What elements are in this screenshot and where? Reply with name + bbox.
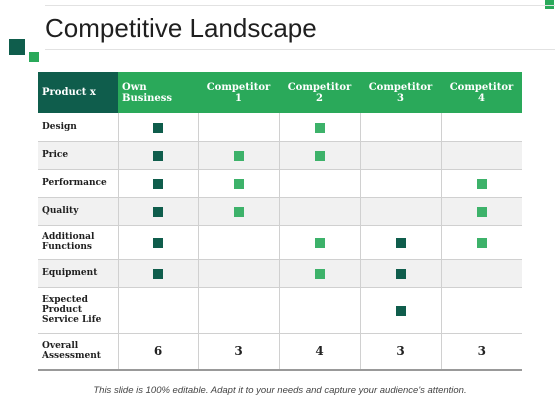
table-cell <box>197 169 279 198</box>
table-cell <box>197 141 279 170</box>
table-cell <box>440 225 522 260</box>
row-label: Expected Product Service Life <box>38 287 118 334</box>
title-rule <box>45 49 555 50</box>
square-mark-light <box>233 179 244 189</box>
page-title: Competitive Landscape <box>45 13 317 43</box>
table-cell <box>359 197 441 226</box>
table-row: Quality <box>38 197 522 226</box>
table-cell <box>440 169 522 198</box>
square-mark-dark <box>153 179 163 189</box>
table-cell <box>117 197 198 226</box>
table-cell <box>117 225 198 260</box>
decor-square-dark <box>9 39 25 55</box>
square-mark-dark <box>395 306 406 316</box>
row-label: Quality <box>38 197 118 226</box>
row-label: Design <box>38 113 118 142</box>
table-cell <box>440 141 522 170</box>
table-cell <box>359 169 441 198</box>
square-mark-dark <box>153 151 163 161</box>
decor-square-corner <box>545 0 554 9</box>
table-cell <box>197 225 279 260</box>
square-mark-light <box>233 207 244 217</box>
table-cell <box>359 287 441 334</box>
square-mark-light <box>314 151 325 161</box>
table-cell <box>359 225 441 260</box>
table-row: Performance <box>38 169 522 198</box>
table-cell <box>197 259 279 288</box>
total-value: 3 <box>197 333 279 371</box>
header-row: Product x Own Business Competitor 1 Comp… <box>38 72 522 113</box>
square-mark-light <box>476 207 487 217</box>
total-value: 4 <box>278 333 360 371</box>
square-mark-light <box>233 151 244 161</box>
table-cell <box>278 141 360 170</box>
table-cell <box>440 287 522 334</box>
table-cell <box>440 113 522 142</box>
comparison-table: Product x Own Business Competitor 1 Comp… <box>38 72 522 371</box>
table-cell <box>197 197 279 226</box>
header-competitor-1: Competitor 1 <box>198 72 279 113</box>
square-mark-dark <box>153 207 163 217</box>
header-competitor-3: Competitor 3 <box>360 72 441 113</box>
table-cell <box>278 259 360 288</box>
square-mark-dark <box>395 269 406 279</box>
table-cell <box>197 287 279 334</box>
header-competitor-2: Competitor 2 <box>279 72 360 113</box>
table-cell <box>278 225 360 260</box>
table-row: Price <box>38 141 522 170</box>
table-cell <box>278 113 360 142</box>
table-cell <box>117 169 198 198</box>
table-row: Design <box>38 113 522 142</box>
square-mark-light <box>314 238 325 248</box>
header-own-business: Own Business <box>118 72 198 113</box>
table-cell <box>117 141 198 170</box>
square-mark-dark <box>153 122 163 133</box>
table-row: Equipment <box>38 259 522 288</box>
table-row: Expected Product Service Life <box>38 287 522 334</box>
footer-note: This slide is 100% editable. Adapt it to… <box>93 385 467 396</box>
total-value: 3 <box>440 333 522 371</box>
table-cell <box>440 197 522 226</box>
table-cell <box>197 113 279 142</box>
decor-square-light <box>29 52 39 62</box>
table-body: Design Price Performance Quality Additional … <box>38 113 522 371</box>
total-value: 3 <box>359 333 441 371</box>
table-cell <box>117 259 198 288</box>
square-mark-light <box>314 122 325 133</box>
table-row: Additional Functions <box>38 225 522 260</box>
square-mark-dark <box>153 238 163 248</box>
row-label: Equipment <box>38 259 118 288</box>
total-value: 6 <box>117 333 198 371</box>
square-mark-light <box>476 238 487 248</box>
table-cell <box>117 287 198 334</box>
table-cell <box>278 197 360 226</box>
row-label: Performance <box>38 169 118 198</box>
header-competitor-4: Competitor 4 <box>441 72 522 113</box>
top-rule <box>45 5 555 6</box>
square-mark-dark <box>153 269 163 279</box>
header-product: Product x <box>38 72 118 113</box>
table-cell <box>278 287 360 334</box>
square-mark-light <box>476 179 487 189</box>
table-cell <box>117 113 198 142</box>
square-mark-dark <box>395 238 406 248</box>
table-cell <box>359 141 441 170</box>
total-row: Overall Assessment 6 3 4 3 3 <box>38 333 522 371</box>
square-mark-light <box>314 269 325 279</box>
table-cell <box>359 113 441 142</box>
row-label: Price <box>38 141 118 170</box>
total-label: Overall Assessment <box>38 333 118 371</box>
table-cell <box>359 259 441 288</box>
table-cell <box>440 259 522 288</box>
row-label: Additional Functions <box>38 225 118 260</box>
table-cell <box>278 169 360 198</box>
